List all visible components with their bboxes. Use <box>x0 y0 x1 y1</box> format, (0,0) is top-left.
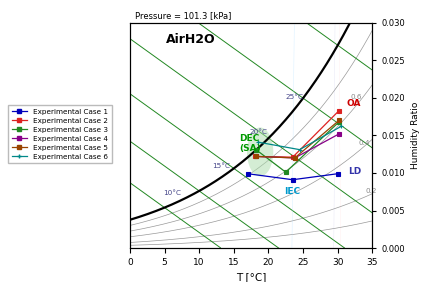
Text: Pressure = 101.3 [kPa]: Pressure = 101.3 [kPa] <box>135 11 231 20</box>
Text: AirH2O: AirH2O <box>166 33 216 46</box>
Text: 20°C: 20°C <box>249 129 267 135</box>
Text: DEC
(SA): DEC (SA) <box>239 134 261 153</box>
Ellipse shape <box>275 0 310 282</box>
Legend: Experimental Case 1, Experimental Case 2, Experimental Case 3, Experimental Case: Experimental Case 1, Experimental Case 2… <box>8 105 112 163</box>
Text: 0.6: 0.6 <box>350 94 362 100</box>
Text: 25°C: 25°C <box>286 94 304 100</box>
Ellipse shape <box>326 0 354 282</box>
Text: 0.2: 0.2 <box>365 188 377 193</box>
Text: LD: LD <box>348 167 362 176</box>
Y-axis label: Humidity Ratio: Humidity Ratio <box>411 102 420 169</box>
Ellipse shape <box>247 127 273 176</box>
Text: 15°C: 15°C <box>212 163 229 169</box>
Ellipse shape <box>318 0 351 282</box>
Text: OA: OA <box>346 99 361 108</box>
X-axis label: T [°C]: T [°C] <box>236 272 266 282</box>
Text: 0.4: 0.4 <box>359 140 370 146</box>
Text: IEC: IEC <box>284 186 300 195</box>
Text: 10°C: 10°C <box>163 190 181 195</box>
